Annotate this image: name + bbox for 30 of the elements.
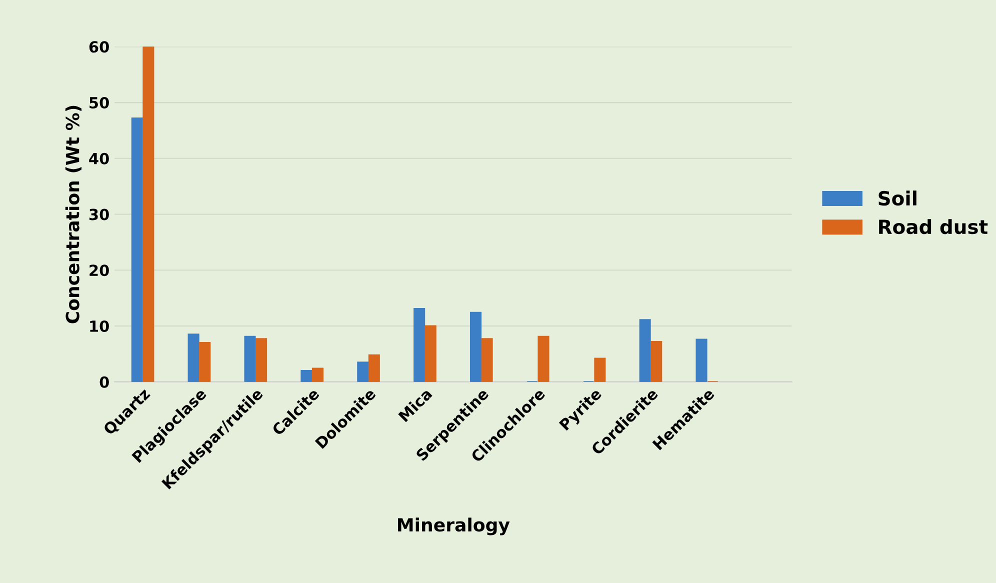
y-tick-label: 0 — [100, 376, 109, 388]
x-axis-title: Mineralogy — [398, 518, 510, 536]
bar — [199, 342, 211, 382]
bar — [696, 338, 708, 382]
legend-label: Road dust — [879, 219, 988, 234]
bar — [650, 340, 662, 382]
bar — [256, 338, 268, 382]
y-tick-label: 40 — [89, 152, 109, 164]
legend-label: Soil — [878, 190, 916, 206]
bar — [639, 319, 651, 382]
y-tick-label: 50 — [90, 96, 109, 109]
bar — [142, 46, 154, 382]
bar — [424, 325, 436, 382]
bar — [357, 362, 369, 382]
y-tick-label: 30 — [89, 208, 109, 220]
bar — [594, 358, 606, 382]
bar — [300, 370, 312, 382]
bar — [470, 312, 482, 382]
bar — [131, 117, 143, 382]
y-tick-label: 20 — [90, 264, 109, 276]
y-tick-label: 10 — [90, 320, 109, 332]
bar — [244, 336, 256, 382]
bar — [188, 334, 200, 382]
y-tick-label: 60 — [89, 41, 109, 53]
bar — [481, 338, 493, 382]
bar — [414, 308, 426, 382]
y-axis-title: Concentration (Wt %) — [65, 106, 82, 324]
bar — [538, 336, 550, 382]
bar — [312, 368, 324, 382]
bar — [368, 354, 380, 382]
